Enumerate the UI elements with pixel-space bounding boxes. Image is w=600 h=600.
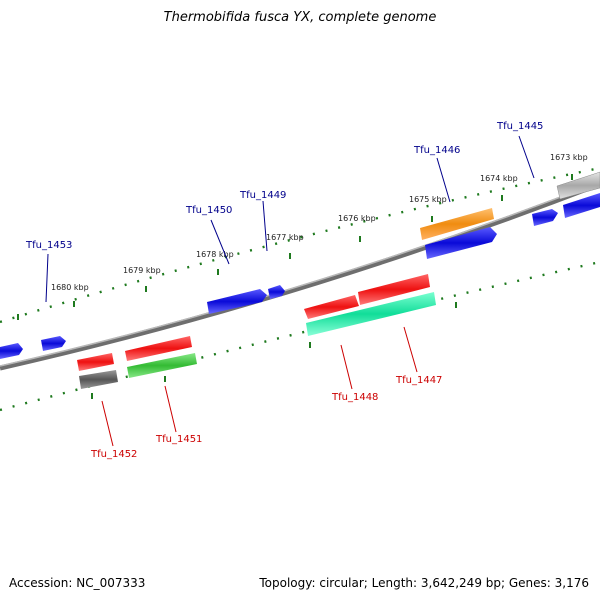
- gene-arrow-tfu-1445-region[interactable]: [556, 171, 600, 200]
- plus-strand-genes: [0, 171, 600, 359]
- kbp-label-1676: 1676 kbp: [338, 214, 376, 223]
- gene-arrow-tfu-1450[interactable]: [207, 289, 267, 314]
- gene-arrow-tfu-1449[interactable]: [268, 285, 285, 299]
- outer-tick-ring: [0, 166, 600, 324]
- genome-backbone: [0, 181, 600, 371]
- kbp-label-1677: 1677 kbp: [266, 233, 304, 242]
- minus-strand-genes: [77, 274, 436, 389]
- kbp-label-1673: 1673 kbp: [550, 153, 588, 162]
- gene-arrow-tfu-1453[interactable]: [41, 336, 66, 351]
- gene-label-tfu-1445[interactable]: Tfu_1445: [496, 121, 543, 132]
- gene-arrow-tfu-1448[interactable]: [304, 295, 359, 319]
- gene-label-tfu-1452[interactable]: Tfu_1452: [90, 449, 137, 460]
- gene-arrow-tfu-1447[interactable]: [358, 274, 430, 305]
- gene-arrow-blue-right[interactable]: [563, 193, 600, 218]
- kbp-label-1679: 1679 kbp: [123, 266, 161, 275]
- gene-label-tfu-1447[interactable]: Tfu_1447: [395, 375, 442, 386]
- gene-label-tfu-1449[interactable]: Tfu_1449: [239, 190, 286, 201]
- kbp-label-1678: 1678 kbp: [196, 250, 234, 259]
- minus-leader-lines: [101, 326, 418, 447]
- gene-label-tfu-1448[interactable]: Tfu_1448: [331, 392, 378, 403]
- kbp-label-1675: 1675 kbp: [409, 195, 447, 204]
- gene-arrow-tfu-1451[interactable]: [125, 336, 192, 361]
- kbp-label-1674: 1674 kbp: [480, 174, 518, 183]
- gene-arrow-tfu-1452-gray[interactable]: [79, 370, 118, 389]
- kbp-label-1680: 1680 kbp: [51, 283, 89, 292]
- map-title: Thermobifida fusca YX, complete genome: [163, 10, 437, 25]
- gene-label-tfu-1451[interactable]: Tfu_1451: [155, 434, 202, 445]
- gene-arrow-tfu-1446-blue[interactable]: [425, 227, 497, 259]
- gene-arrow-left-edge[interactable]: [0, 343, 23, 359]
- gene-label-tfu-1453[interactable]: Tfu_1453: [25, 240, 72, 251]
- gene-label-tfu-1446[interactable]: Tfu_1446: [413, 145, 460, 156]
- gene-arrow-tfu-1445[interactable]: [532, 209, 558, 226]
- gene-arrow-tfu-1448-teal[interactable]: [306, 292, 436, 336]
- gene-arrow-tfu-1446[interactable]: [420, 208, 494, 240]
- plus-leader-lines: [45, 135, 535, 303]
- inner-tick-ring: [0, 260, 600, 412]
- major-ticks: [17, 174, 573, 399]
- gene-arrow-tfu-1451-green[interactable]: [127, 353, 197, 378]
- topology-text: Topology: circular; Length: 3,642,249 bp…: [259, 576, 589, 590]
- gene-label-tfu-1450[interactable]: Tfu_1450: [185, 205, 232, 216]
- accession-text: Accession: NC_007333: [9, 576, 146, 590]
- gene-arrow-tfu-1452[interactable]: [77, 353, 114, 371]
